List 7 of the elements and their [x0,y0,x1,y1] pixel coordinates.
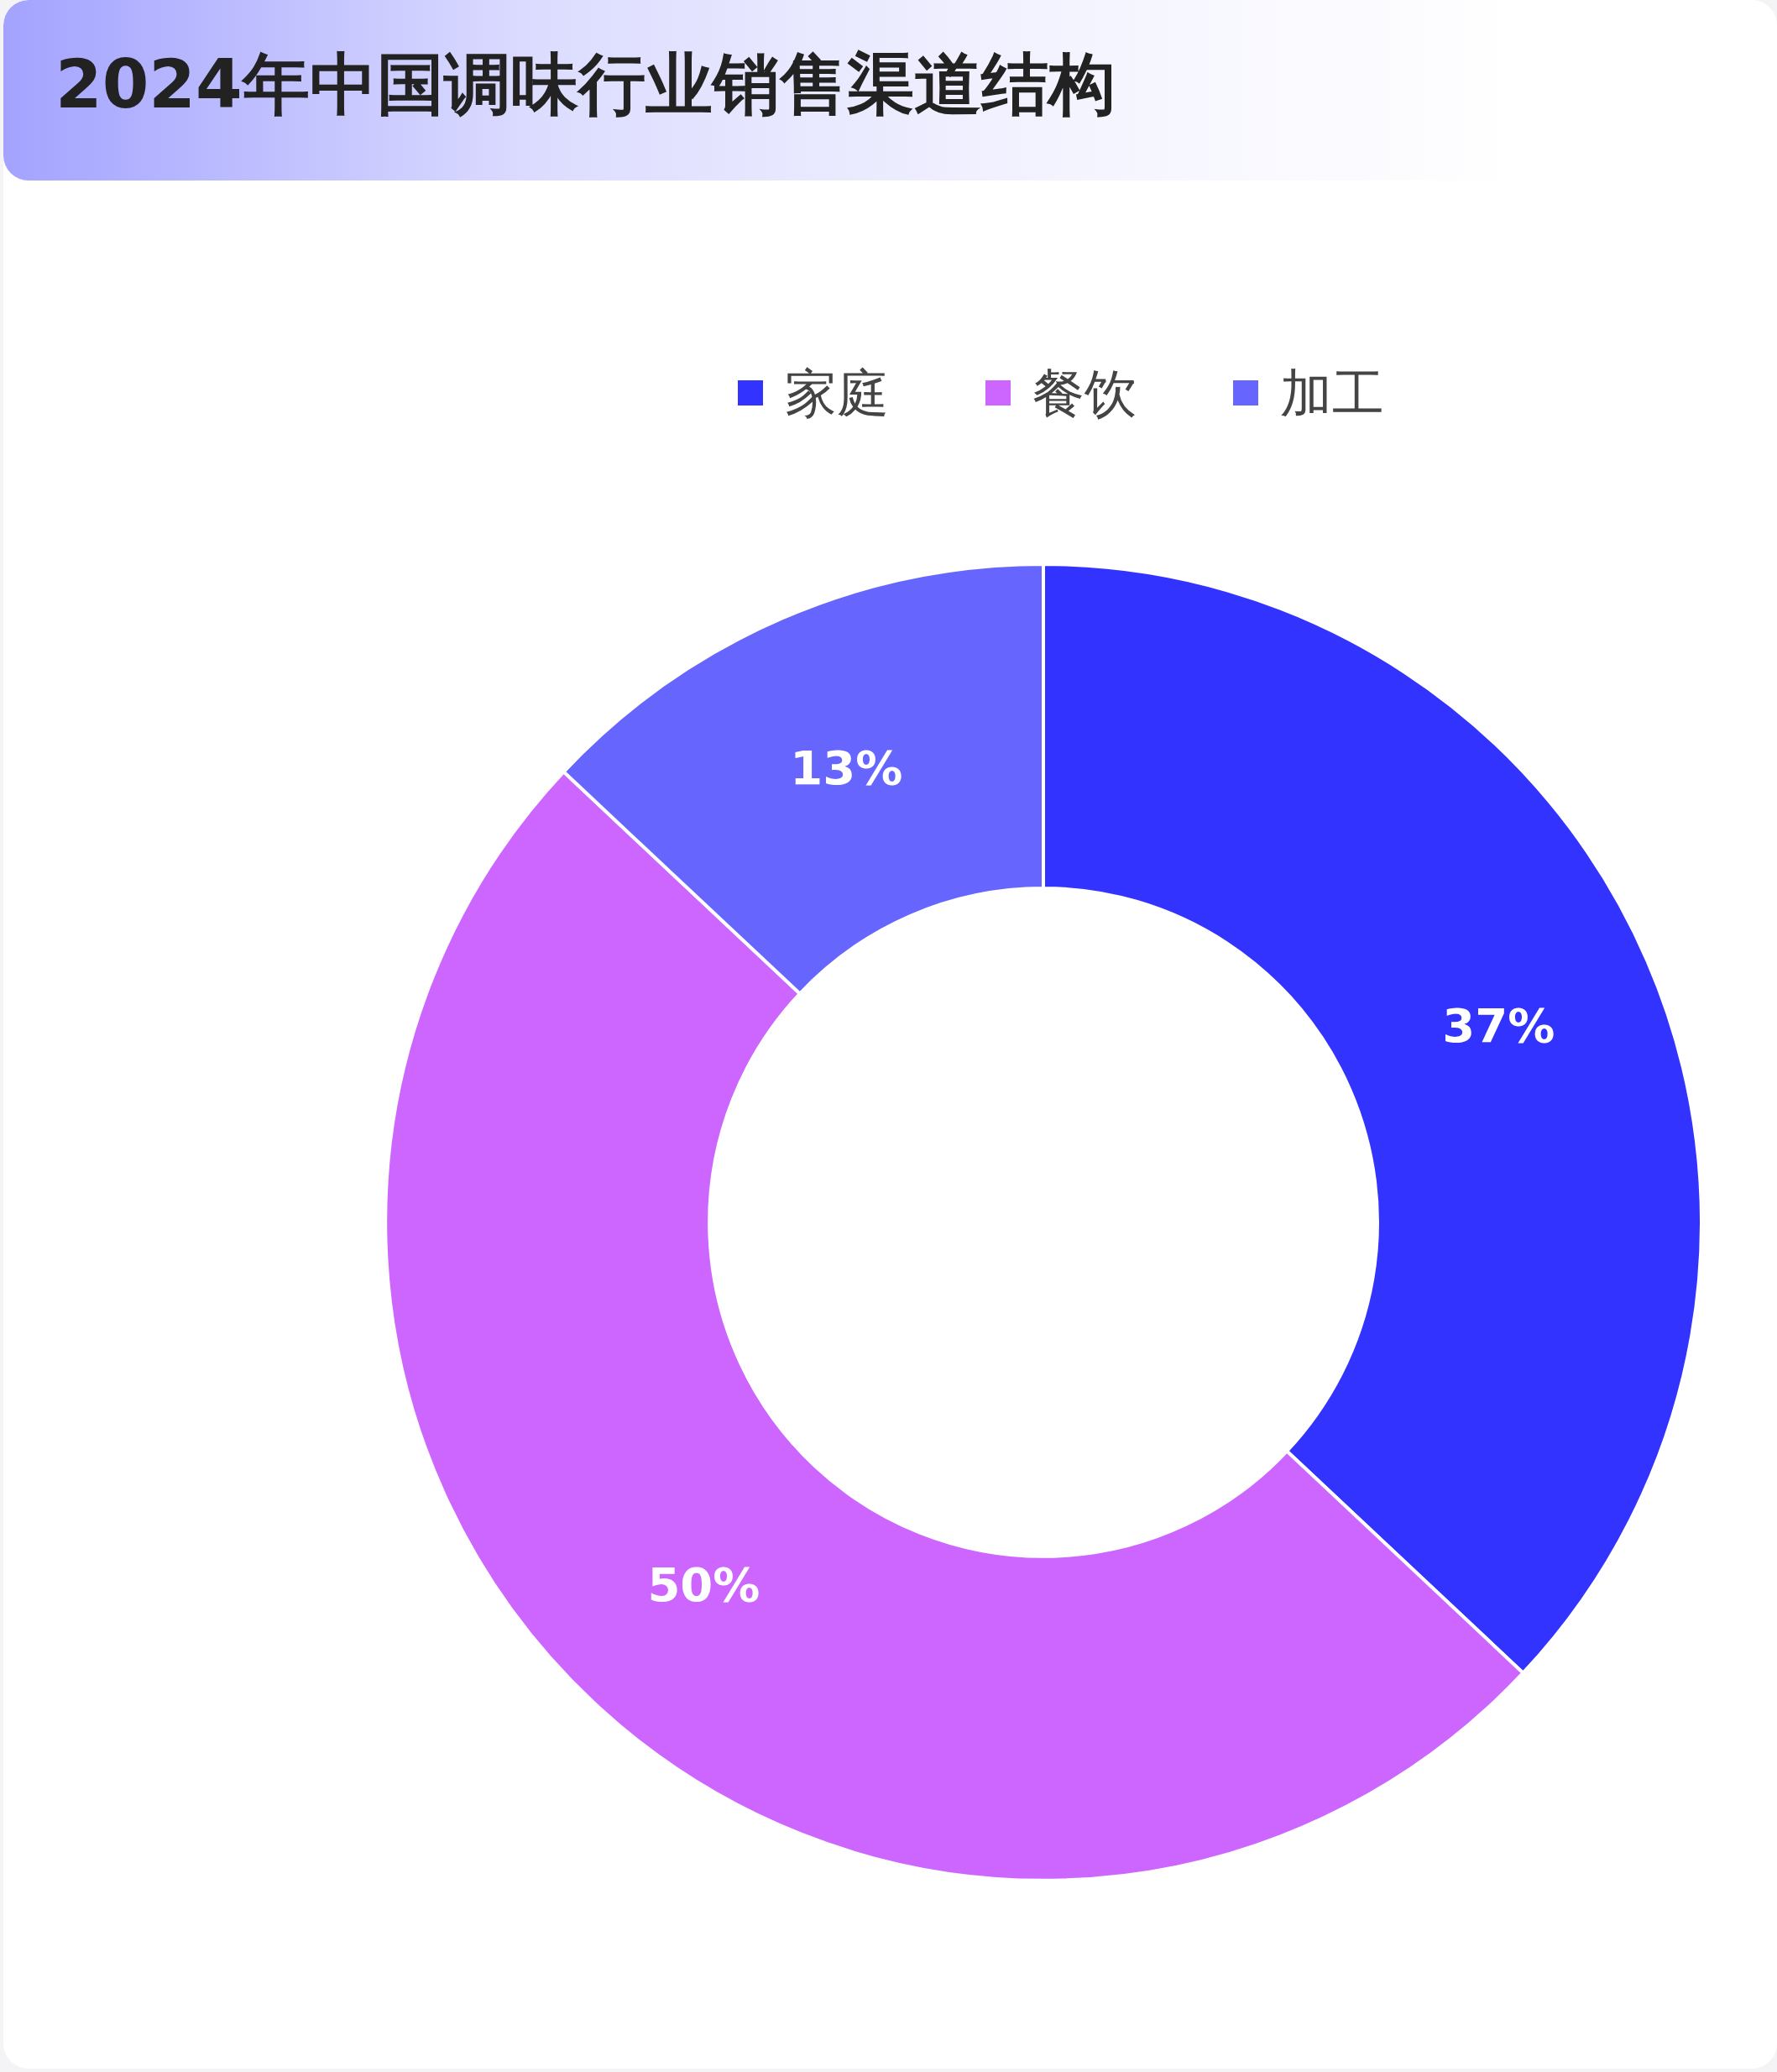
data-label: 50% [647,1557,760,1612]
data-label: 13% [790,740,903,795]
legend-label: 餐饮 [1032,363,1137,424]
chart-title: 2024年中国调味行业销售渠道结构 [55,44,1116,125]
legend-label: 加工 [1280,363,1384,424]
data-label: 37% [1442,998,1555,1054]
legend-label: 家庭 [785,363,889,424]
